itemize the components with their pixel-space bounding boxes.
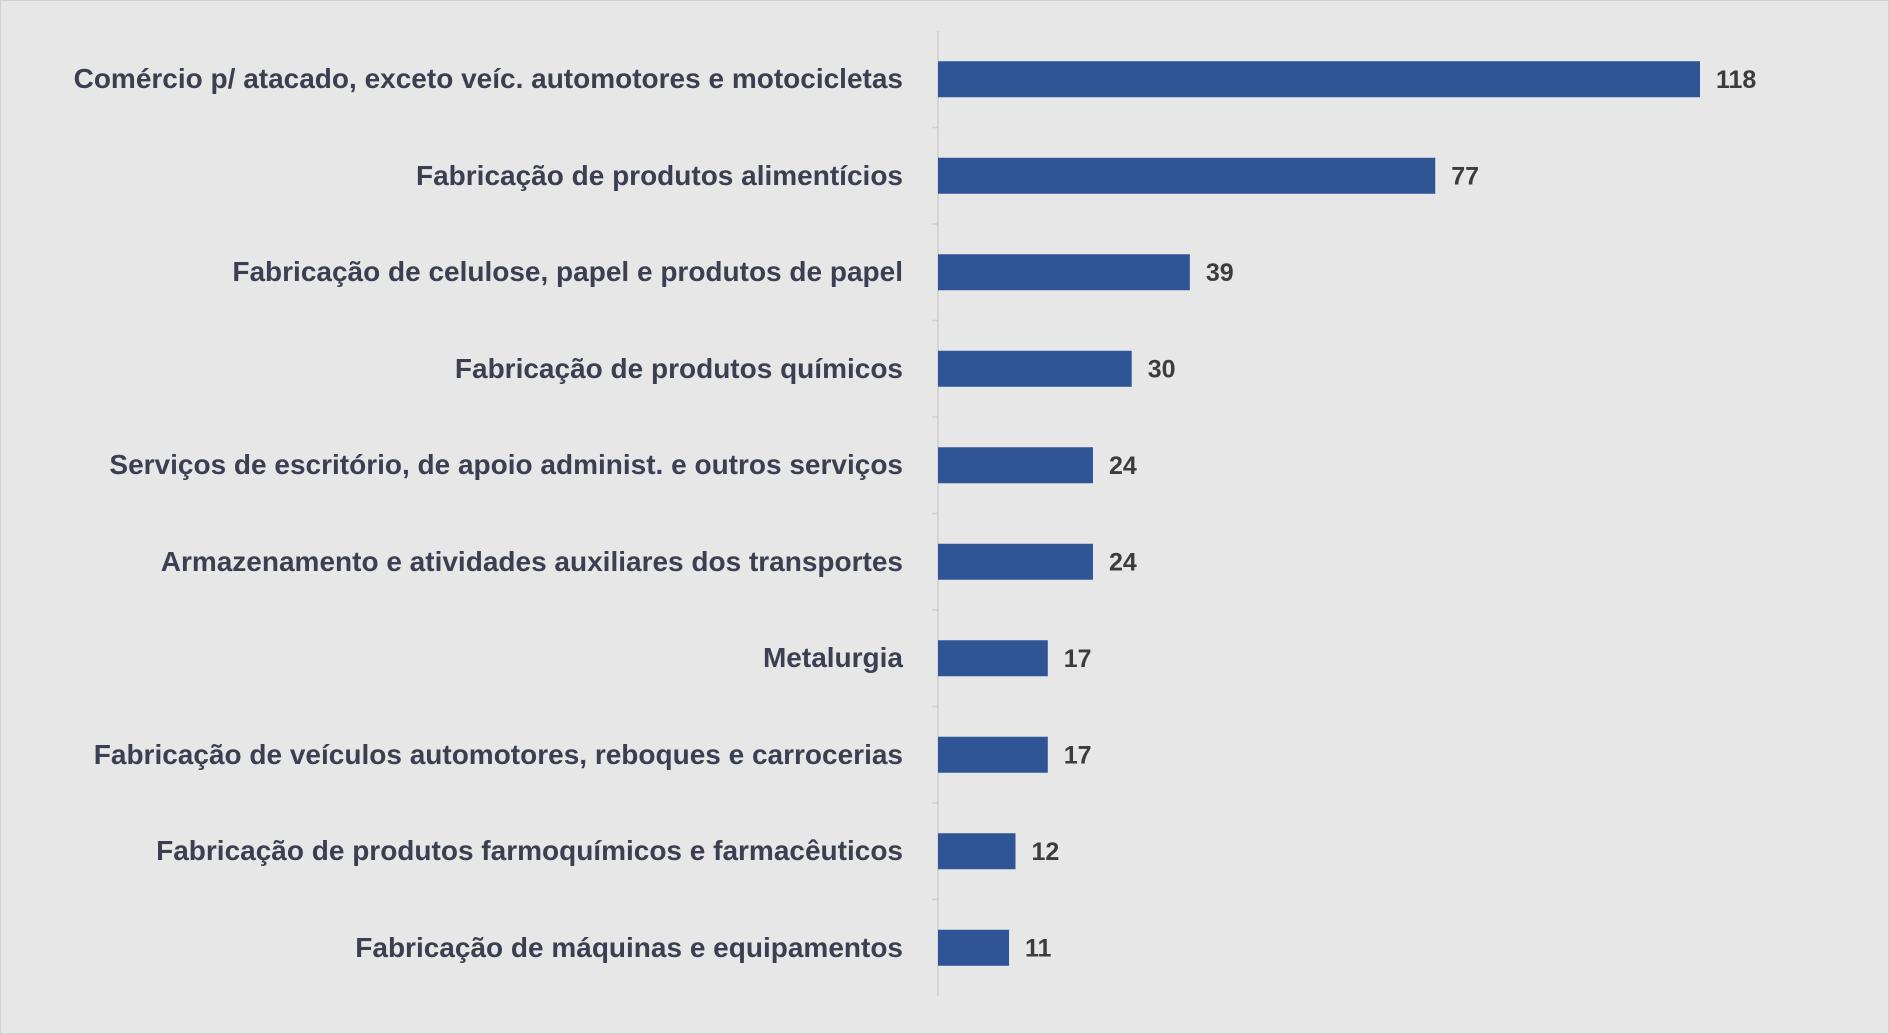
category-label: Armazenamento e atividades auxiliares do… [160, 545, 903, 577]
data-label: 12 [1031, 838, 1059, 866]
data-label: 24 [1109, 452, 1137, 480]
bar [938, 61, 1700, 98]
data-label: 118 [1716, 66, 1756, 94]
bar [938, 736, 1048, 773]
data-label: 17 [1064, 645, 1092, 673]
bar [938, 640, 1048, 677]
bar [938, 254, 1190, 291]
category-label: Metalurgia [762, 642, 903, 674]
category-label: Fabricação de produtos farmoquímicos e f… [156, 835, 903, 867]
category-label: Fabricação de veículos automotores, rebo… [93, 738, 903, 770]
data-label: 77 [1451, 162, 1479, 190]
data-label: 11 [1025, 934, 1052, 962]
category-label: Fabricação de máquinas e equipamentos [355, 931, 903, 963]
bar [938, 350, 1132, 387]
category-label: Comércio p/ atacado, exceto veíc. automo… [73, 63, 903, 95]
bar [938, 929, 1010, 966]
data-label: 39 [1206, 259, 1234, 287]
category-label: Serviços de escritório, de apoio adminis… [109, 449, 903, 481]
bar [938, 833, 1016, 870]
data-label: 30 [1148, 355, 1176, 383]
category-label: Fabricação de produtos químicos [454, 352, 903, 384]
data-label: 24 [1109, 548, 1137, 576]
data-label: 17 [1064, 741, 1092, 769]
bar [938, 157, 1436, 194]
category-label: Fabricação de produtos alimentícios [415, 159, 903, 191]
bar [938, 447, 1093, 484]
bar [938, 543, 1093, 580]
category-label: Fabricação de celulose, papel e produtos… [232, 256, 903, 288]
